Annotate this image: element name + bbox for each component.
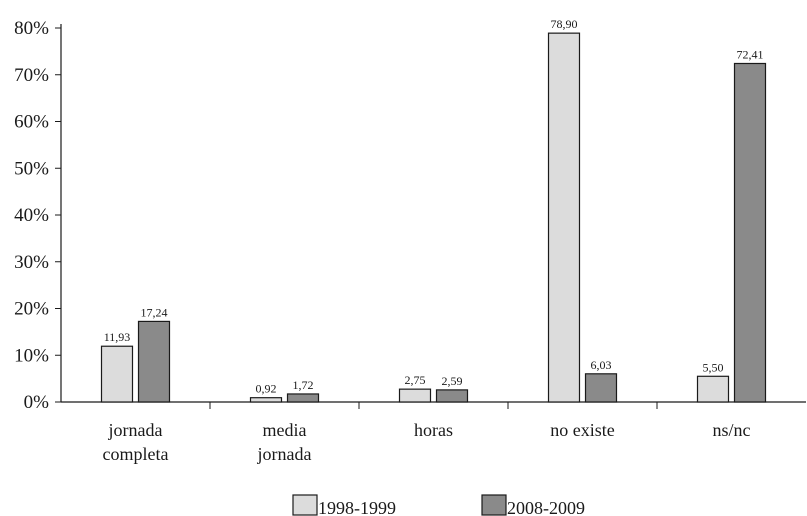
legend-label: 2008-2009: [507, 498, 585, 516]
data-label: 17,24: [141, 305, 168, 319]
data-label: 5,50: [703, 360, 724, 374]
legend-label: 1998-1999: [318, 498, 396, 516]
x-tick-label: completa: [103, 444, 169, 464]
y-tick-label: 40%: [14, 205, 49, 226]
bar: [733, 62, 767, 403]
bar: [547, 32, 581, 403]
x-tick-label: jornada: [257, 444, 312, 464]
data-label: 1,72: [293, 378, 314, 392]
chart-axes: [60, 24, 806, 409]
x-tick-label: no existe: [550, 420, 615, 440]
bar: [435, 389, 469, 403]
y-tick-label: 0%: [24, 392, 50, 413]
data-label: 6,03: [591, 358, 612, 372]
data-label: 0,92: [256, 382, 277, 396]
y-tick-label: 20%: [14, 299, 49, 320]
y-tick-label: 80%: [14, 18, 49, 39]
data-label: 11,93: [104, 330, 131, 344]
bar: [137, 320, 171, 403]
y-tick-label: 70%: [14, 65, 49, 86]
chart-bars: [100, 32, 767, 403]
data-label: 72,41: [737, 47, 764, 61]
chart-legend: 1998-1999 2008-2009: [292, 494, 585, 516]
bar: [100, 345, 134, 403]
data-label: 2,75: [405, 373, 426, 387]
x-tick-label: ns/nc: [713, 420, 751, 440]
bar: [584, 373, 618, 403]
data-label: 2,59: [442, 374, 463, 388]
y-tick-label: 30%: [14, 252, 49, 273]
x-tick-label: horas: [414, 420, 453, 440]
x-tick-label: jornada: [108, 420, 163, 440]
y-tick-label: 60%: [14, 112, 49, 133]
y-tick-label: 10%: [14, 345, 49, 366]
x-axis-ticks: jornada completa media jornada horas no exist…: [103, 420, 751, 464]
bar: [249, 397, 283, 403]
legend-swatch: [292, 494, 318, 516]
bar: [286, 393, 320, 403]
y-axis-ticks: 0% 10% 20% 30% 40% 50% 60% 70% 80%: [14, 18, 61, 413]
bar: [696, 375, 730, 403]
bar: [398, 388, 432, 403]
x-tick-label: media: [263, 420, 307, 440]
y-tick-label: 50%: [14, 158, 49, 179]
data-labels: 11,93 17,24 0,92 1,72 2,75 2,59 78,90 6,03 5,50 7…: [104, 17, 764, 396]
legend-swatch: [481, 494, 507, 516]
data-label: 78,90: [551, 17, 578, 31]
